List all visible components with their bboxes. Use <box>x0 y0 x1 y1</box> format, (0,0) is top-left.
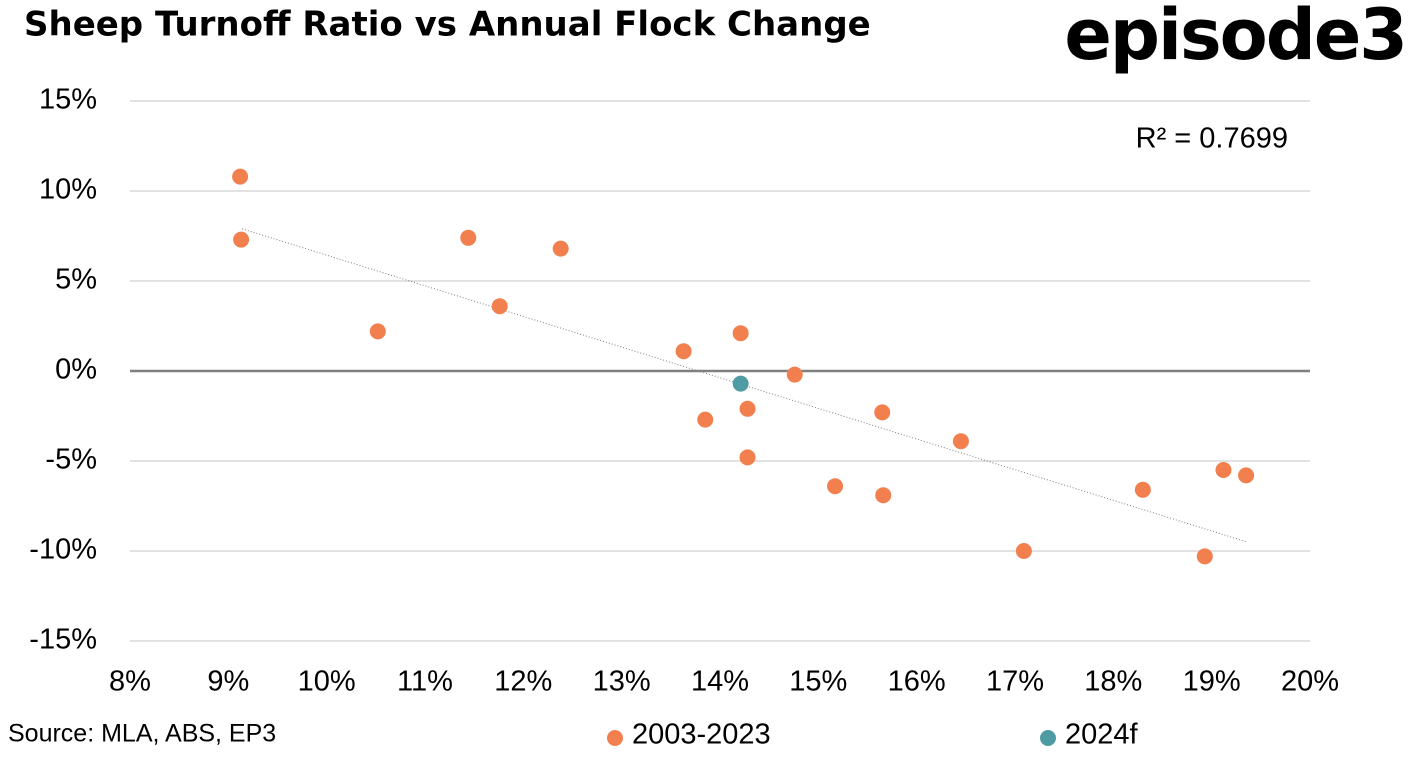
point <box>827 478 844 495</box>
point <box>1238 467 1255 484</box>
point <box>1015 543 1032 559</box>
x-tick-label: 10% <box>298 666 356 698</box>
chart-title: Sheep Turnoff Ratio vs Annual Flock Chan… <box>24 5 871 45</box>
x-tick-label: 20% <box>1281 666 1339 698</box>
x-tick-label: 14% <box>691 666 749 698</box>
x-tick-label: 18% <box>1084 666 1142 698</box>
annotation: R² = 0.7699 <box>1136 123 1288 155</box>
point <box>875 487 892 504</box>
point <box>732 325 749 342</box>
point <box>739 449 756 466</box>
y-tick-label: 5% <box>55 264 97 296</box>
point <box>675 343 692 360</box>
y-tick-label: 10% <box>39 174 97 206</box>
point <box>732 375 749 392</box>
point <box>786 366 803 383</box>
x-tick-label: 17% <box>986 666 1044 698</box>
y-tick-label: -15% <box>29 624 97 656</box>
point <box>697 411 714 428</box>
source: Source: MLA, ABS, EP3 <box>8 720 276 748</box>
point <box>369 323 386 340</box>
legend-marker <box>1040 730 1056 746</box>
point <box>460 229 477 246</box>
x-tick-label: 15% <box>789 666 847 698</box>
point <box>552 240 569 257</box>
point <box>1134 481 1151 498</box>
point <box>232 168 249 185</box>
point <box>739 400 756 417</box>
x-tick-label: 16% <box>888 666 946 698</box>
x-tick-label: 11% <box>397 666 453 698</box>
x-tick-label: 8% <box>109 666 151 698</box>
logo: episode3 <box>1064 0 1406 76</box>
x-tick-label: 12% <box>494 666 552 698</box>
x-tick-label: 19% <box>1183 666 1241 698</box>
point <box>1215 462 1232 478</box>
x-tick-label: 13% <box>593 666 651 698</box>
point <box>1196 548 1213 565</box>
y-tick-label: -5% <box>45 444 97 476</box>
point <box>874 404 891 421</box>
x-tick-label: 9% <box>207 666 249 698</box>
point <box>233 231 250 248</box>
y-tick-label: -10% <box>29 534 97 566</box>
y-tick-label: 15% <box>39 84 97 116</box>
y-tick-label: 0% <box>55 354 97 386</box>
legend-label: 2003-2023 <box>632 719 771 751</box>
legend-marker <box>607 730 623 746</box>
point <box>491 298 508 315</box>
legend-label: 2024f <box>1065 719 1139 751</box>
point <box>952 433 969 450</box>
